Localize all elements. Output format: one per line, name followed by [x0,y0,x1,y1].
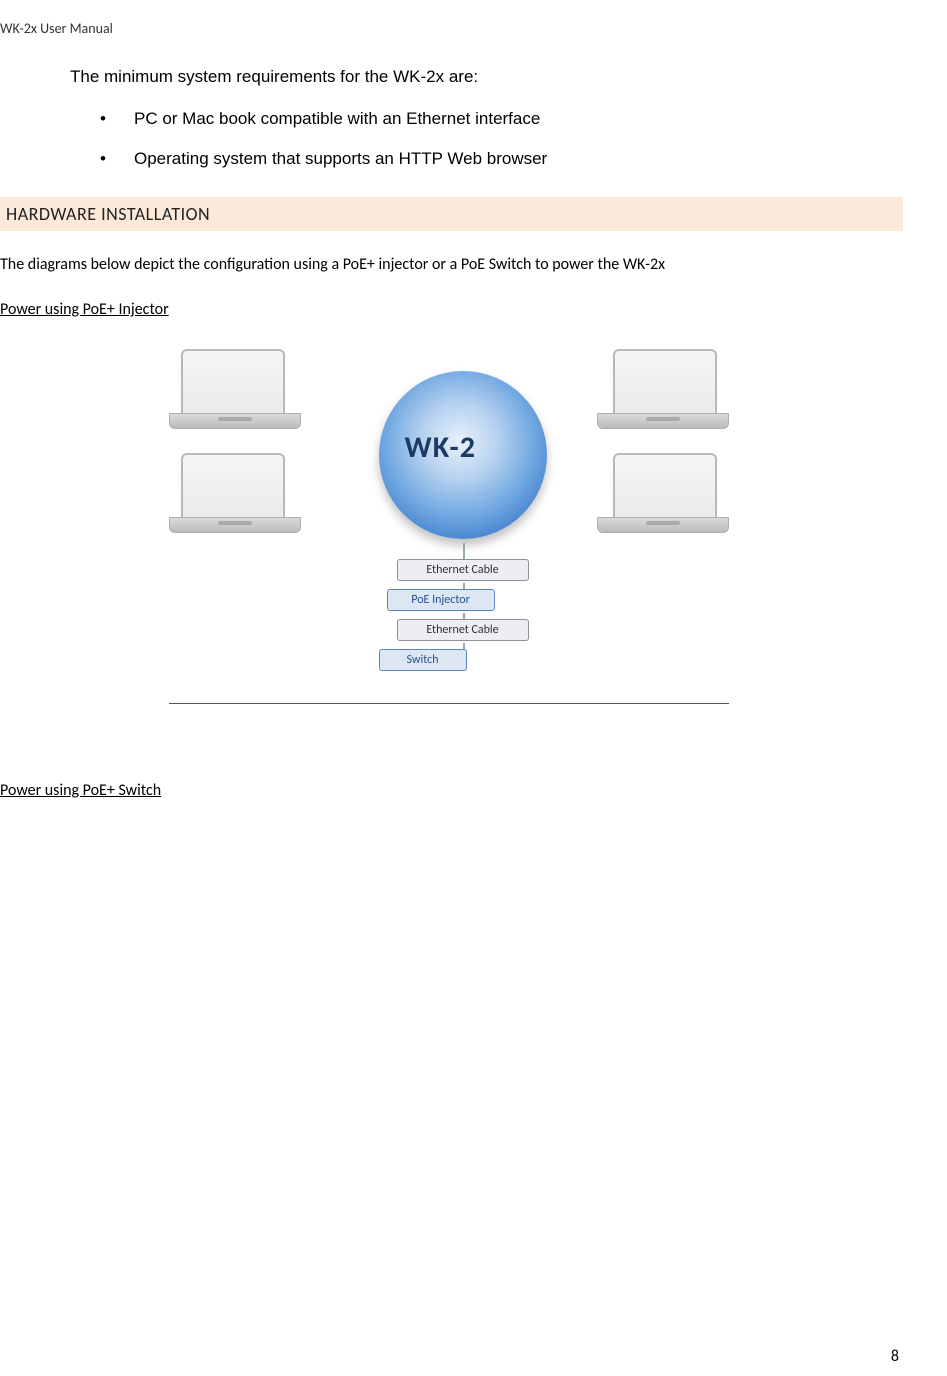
document-header: WK-2x User Manual [0,20,897,37]
poe-injector-diagram: WK-2 Ethernet Cable PoE Injector Etherne… [169,343,729,704]
ethernet-cable-chip: Ethernet Cable [397,559,529,581]
ethernet-cable-chip: Ethernet Cable [397,619,529,641]
laptop-icon [169,453,299,543]
laptop-icon [599,349,729,439]
page-number: 8 [891,1347,899,1366]
section-description: The diagrams below depict the configurat… [0,255,897,274]
subheading-poe-injector: Power using PoE+ Injector [0,300,897,319]
connector-line [463,543,465,559]
laptop-icon [169,349,299,439]
switch-chip: Switch [379,649,467,671]
section-heading-hardware: HARDWARE INSTALLATION [0,197,903,231]
poe-injector-chip: PoE Injector [387,589,495,611]
wk2-device-label: WK-2 [405,429,476,466]
laptop-icon [599,453,729,543]
subheading-poe-switch: Power using PoE+ Switch [0,781,897,800]
list-item: Operating system that supports an HTTP W… [100,149,897,169]
requirements-list: PC or Mac book compatible with an Ethern… [100,109,897,169]
intro-text: The minimum system requirements for the … [70,67,897,87]
list-item: PC or Mac book compatible with an Ethern… [100,109,897,129]
